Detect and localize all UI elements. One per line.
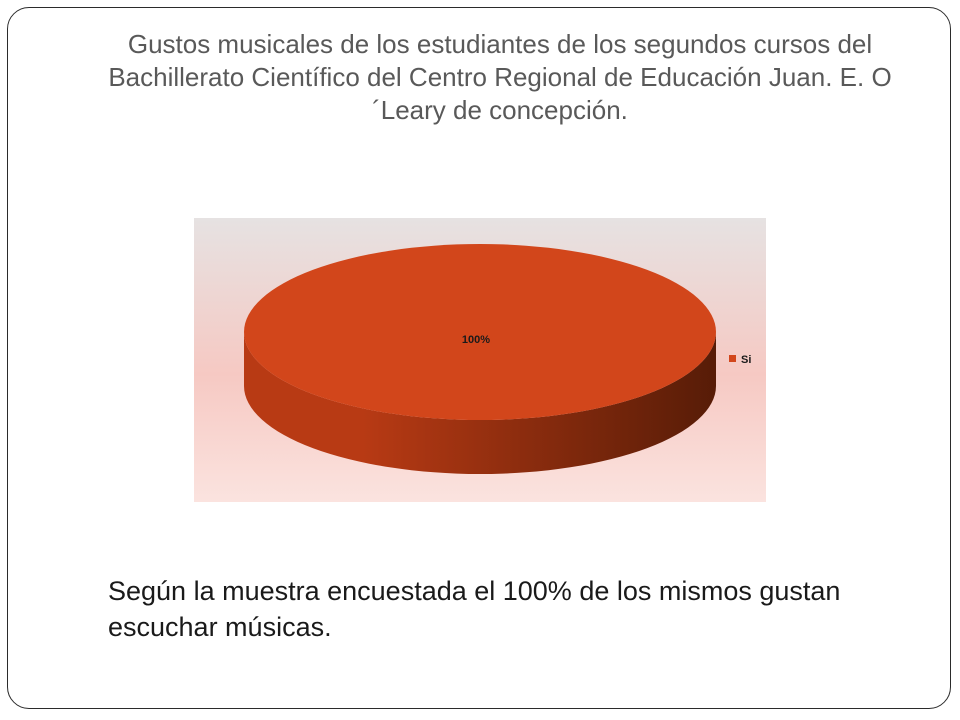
pie-slice-side-si xyxy=(244,332,716,474)
slide-title: Gustos musicales de los estudiantes de l… xyxy=(108,29,892,125)
legend-label: Si xyxy=(741,354,751,366)
pie-chart-svg: 100% Si xyxy=(194,218,766,502)
pie-slice-si xyxy=(244,244,716,420)
legend-swatch xyxy=(729,355,736,362)
pie-chart: 100% Si xyxy=(194,218,766,502)
slide-caption: Según la muestra encuestada el 100% de l… xyxy=(108,576,841,642)
pie-data-label: 100% xyxy=(462,334,490,346)
